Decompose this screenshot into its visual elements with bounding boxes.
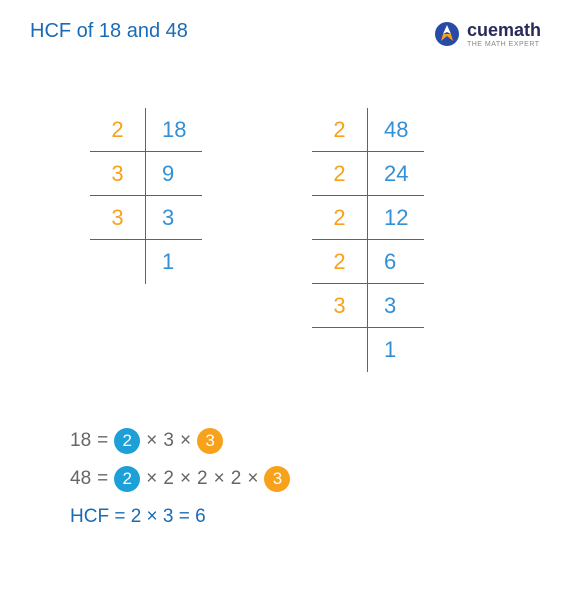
logo: cuemath THE MATH EXPERT bbox=[433, 20, 541, 48]
factor-row: 218 bbox=[90, 108, 202, 152]
factor-cell bbox=[312, 328, 368, 372]
factor-cell: 2 bbox=[312, 152, 368, 195]
value-cell: 12 bbox=[368, 196, 424, 239]
value-cell: 1 bbox=[146, 240, 202, 284]
rocket-icon bbox=[433, 20, 461, 48]
factor-row: 33 bbox=[90, 196, 202, 240]
factor-cell: 3 bbox=[90, 152, 146, 195]
value-cell: 48 bbox=[368, 108, 424, 151]
value-cell: 6 bbox=[368, 240, 424, 283]
plain-factor: 2 bbox=[163, 460, 174, 498]
highlighted-factor: 2 bbox=[114, 466, 140, 492]
factor-table-left: 21839331 bbox=[90, 108, 202, 372]
value-cell: 9 bbox=[146, 152, 202, 195]
factor-row: 224 bbox=[312, 152, 424, 196]
factor-row: 1 bbox=[90, 240, 202, 284]
factor-row: 248 bbox=[312, 108, 424, 152]
equation-line-2: 48=2×2×2×2×3 bbox=[70, 460, 541, 498]
value-cell: 3 bbox=[146, 196, 202, 239]
value-cell: 3 bbox=[368, 284, 424, 327]
factor-cell: 3 bbox=[312, 284, 368, 327]
highlighted-factor: 3 bbox=[264, 466, 290, 492]
page-title: HCF of 18 and 48 bbox=[30, 20, 188, 43]
factor-row: 1 bbox=[312, 328, 424, 372]
logo-brand: cuemath bbox=[467, 20, 541, 41]
multiply-op: × bbox=[144, 460, 159, 498]
highlighted-factor: 2 bbox=[114, 428, 140, 454]
factor-cell bbox=[90, 240, 146, 284]
multiply-op: × bbox=[178, 460, 193, 498]
eq-equals: = bbox=[95, 460, 110, 498]
eq-lhs: 48 bbox=[70, 460, 91, 498]
factor-cell: 3 bbox=[90, 196, 146, 239]
hcf-result: HCF = 2 × 3 = 6 bbox=[70, 498, 541, 536]
multiply-op: × bbox=[144, 422, 159, 460]
highlighted-factor: 3 bbox=[197, 428, 223, 454]
factor-cell: 2 bbox=[312, 196, 368, 239]
header: HCF of 18 and 48 cuemath THE MATH EXPERT bbox=[30, 20, 541, 48]
value-cell: 1 bbox=[368, 328, 424, 372]
factor-row: 26 bbox=[312, 240, 424, 284]
factorization-tables: 21839331 24822421226331 bbox=[90, 108, 541, 372]
equation-line-1: 18=2×3×3 bbox=[70, 422, 541, 460]
multiply-op: × bbox=[245, 460, 260, 498]
plain-factor: 2 bbox=[197, 460, 208, 498]
plain-factor: 2 bbox=[231, 460, 242, 498]
logo-tagline: THE MATH EXPERT bbox=[467, 41, 540, 48]
value-cell: 18 bbox=[146, 108, 202, 151]
factor-table-right: 24822421226331 bbox=[312, 108, 424, 372]
factor-cell: 2 bbox=[312, 240, 368, 283]
equations-block: 18=2×3×3 48=2×2×2×2×3 HCF = 2 × 3 = 6 bbox=[70, 422, 541, 536]
eq-lhs: 18 bbox=[70, 422, 91, 460]
multiply-op: × bbox=[178, 422, 193, 460]
eq-equals: = bbox=[95, 422, 110, 460]
plain-factor: 3 bbox=[163, 422, 174, 460]
factor-cell: 2 bbox=[90, 108, 146, 151]
factor-row: 33 bbox=[312, 284, 424, 328]
factor-row: 39 bbox=[90, 152, 202, 196]
factor-cell: 2 bbox=[312, 108, 368, 151]
factor-row: 212 bbox=[312, 196, 424, 240]
multiply-op: × bbox=[212, 460, 227, 498]
value-cell: 24 bbox=[368, 152, 424, 195]
